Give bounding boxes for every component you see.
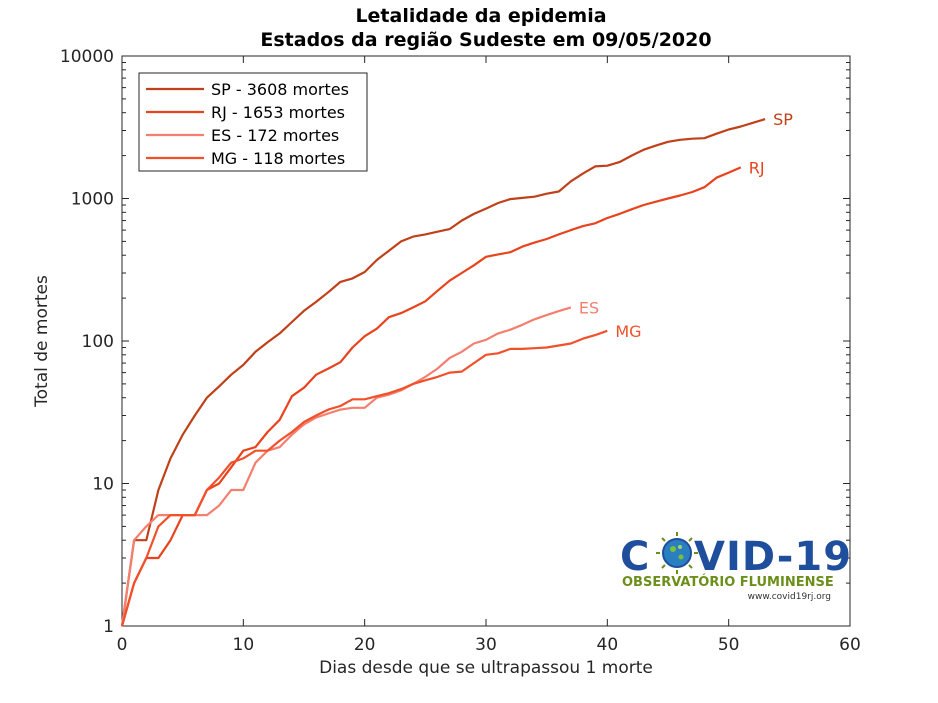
x-tick-label: 10 xyxy=(233,635,255,655)
legend-label-sp: SP - 3608 mortes xyxy=(211,80,349,99)
chart-subtitle: Estados da região Sudeste em 09/05/2020 xyxy=(260,29,711,51)
legend-label-rj: RJ - 1653 mortes xyxy=(211,103,345,122)
virus-icon xyxy=(656,532,698,574)
series-end-label-mg: MG xyxy=(615,322,641,341)
series-end-label-rj: RJ xyxy=(749,158,765,177)
y-tick-label: 10000 xyxy=(60,47,114,67)
y-tick-label: 1 xyxy=(103,617,114,637)
covid19-logo: C VID-19 OBSERVATÓRIO FLUMINENSE www.cov… xyxy=(620,532,852,602)
x-axis: 0 10 20 30 40 50 60 xyxy=(117,56,861,655)
legend: SP - 3608 mortes RJ - 1653 mortes ES - 172… xyxy=(138,72,368,172)
y-tick-label: 1000 xyxy=(71,190,114,210)
series-line-rj xyxy=(120,166,742,627)
x-tick-label: 30 xyxy=(475,635,497,655)
series-end-label-es: ES xyxy=(579,298,599,317)
series-lines xyxy=(120,118,766,627)
series-line-mg xyxy=(120,329,608,627)
y-axis-label: Total de mortes xyxy=(32,275,52,408)
x-tick-label: 50 xyxy=(718,635,740,655)
y-tick-label: 10 xyxy=(92,475,114,495)
chart-title: Letalidade da epidemia xyxy=(355,5,606,27)
x-axis-label: Dias desde que se ultrapassou 1 morte xyxy=(319,658,653,678)
y-axis: 1 10 100 1000 10000 xyxy=(60,47,850,637)
x-tick-label: 60 xyxy=(839,635,861,655)
x-tick-label: 20 xyxy=(354,635,376,655)
legend-label-es: ES - 172 mortes xyxy=(211,126,339,145)
series-end-label-sp: SP xyxy=(773,110,793,129)
series-line-sp xyxy=(120,118,766,627)
logo-subtitle: OBSERVATÓRIO FLUMINENSE xyxy=(622,574,834,590)
x-tick-label: 40 xyxy=(597,635,619,655)
y-tick-label: 100 xyxy=(82,332,114,352)
series-end-labels: SP RJ ES MG xyxy=(579,110,793,341)
series-line-es xyxy=(120,306,572,627)
legend-label-mg: MG - 118 mortes xyxy=(211,149,345,168)
logo-title: C xyxy=(620,534,650,580)
x-tick-label: 0 xyxy=(117,635,128,655)
logo-title-rest: VID-19 xyxy=(694,534,852,580)
logo-url: www.covid19rj.org xyxy=(748,592,831,602)
